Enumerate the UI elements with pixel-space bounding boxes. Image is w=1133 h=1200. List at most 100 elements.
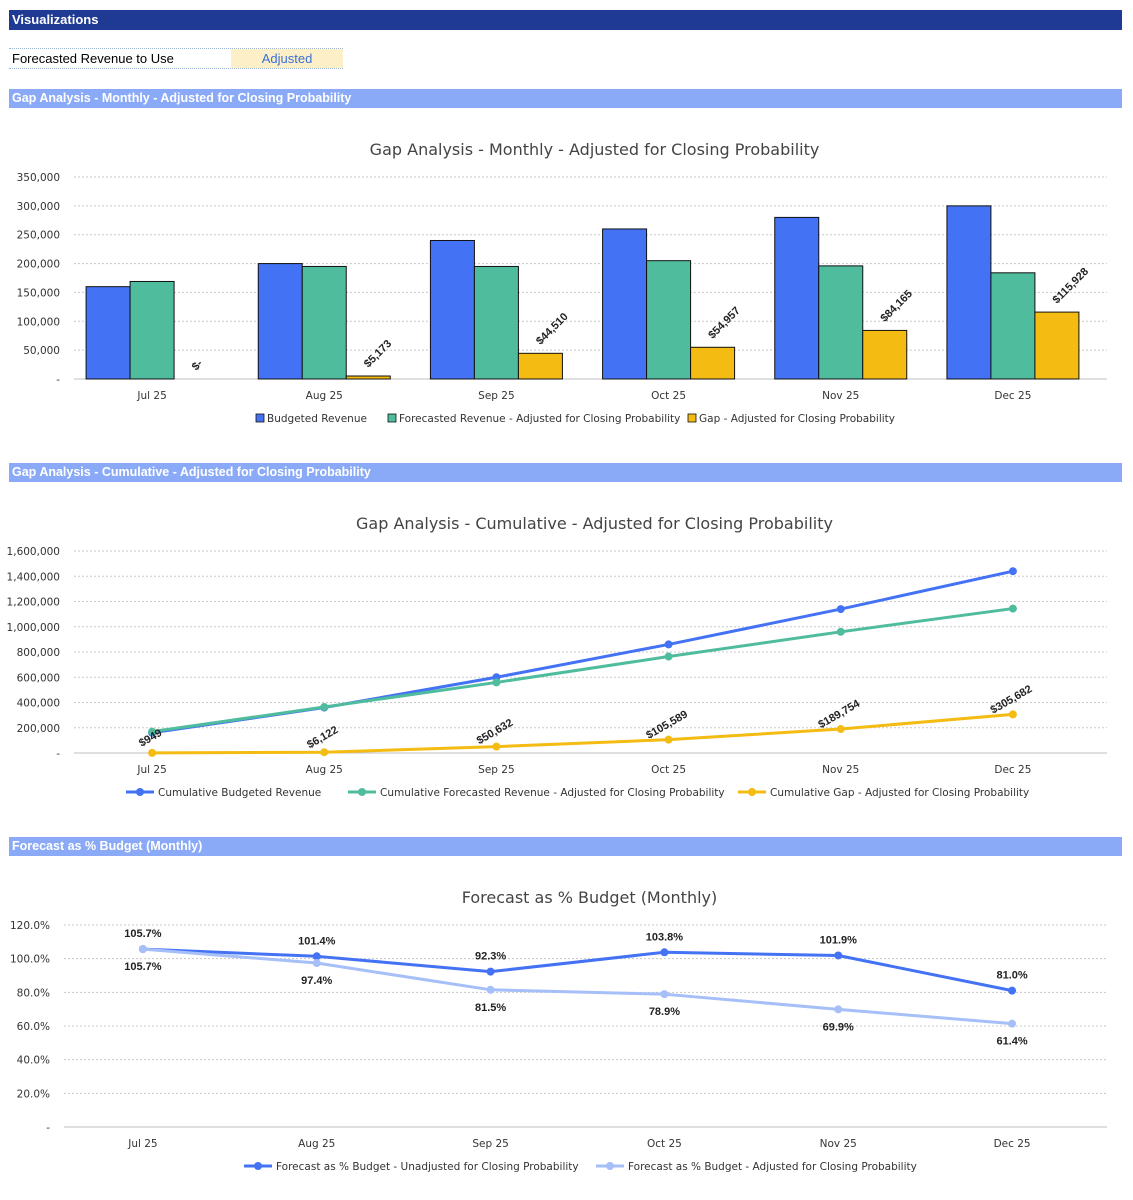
y-tick-label: -: [56, 374, 60, 386]
x-tick-label: Nov 25: [822, 390, 859, 402]
data-label: 92.3%: [475, 951, 506, 963]
bar: [473, 265, 519, 380]
data-label: $949: [137, 727, 164, 750]
series-line: [142, 947, 1013, 993]
data-label: 105.7%: [124, 928, 162, 940]
bar: [257, 263, 303, 380]
bar: [818, 265, 864, 380]
data-point: [492, 742, 501, 751]
y-tick-label: 80.0%: [17, 987, 50, 999]
chart-title: Gap Analysis - Cumulative - Adjusted for…: [356, 514, 833, 533]
legend-marker: [254, 1162, 262, 1170]
data-point: [664, 652, 673, 661]
data-point: [664, 640, 673, 649]
y-tick-label: 40.0%: [17, 1055, 50, 1067]
series-line: [142, 947, 1013, 1026]
legend-swatch: [387, 413, 397, 423]
x-tick-label: Sep 25: [472, 1138, 509, 1150]
x-tick-label: Dec 25: [994, 390, 1031, 402]
data-label: $-: [190, 357, 206, 373]
x-tick-label: Nov 25: [820, 1138, 857, 1150]
bar: [85, 286, 131, 380]
data-point: [312, 952, 321, 961]
data-point: [836, 725, 845, 734]
chart-title: Gap Analysis - Monthly - Adjusted for Cl…: [370, 140, 820, 159]
x-tick-label: Aug 25: [306, 764, 343, 776]
y-tick-label: 100.0%: [10, 954, 50, 966]
bar: [1034, 311, 1080, 380]
series-line: [151, 607, 1014, 734]
data-point: [486, 985, 495, 994]
x-tick-label: Aug 25: [306, 390, 343, 402]
y-tick-label: 1,400,000: [7, 571, 60, 583]
section-header-cumulative: Gap Analysis - Cumulative - Adjusted for…: [9, 463, 1122, 482]
bar: [946, 205, 992, 380]
bar: [602, 228, 648, 380]
data-point: [148, 748, 157, 757]
data-point: [1008, 604, 1017, 613]
legend-label: Cumulative Forecasted Revenue - Adjusted…: [380, 787, 725, 799]
forecast-setting-row: Forecasted Revenue to Use Adjusted: [9, 48, 343, 69]
x-tick-label: Jul 25: [127, 1138, 157, 1150]
legend-swatch: [255, 413, 265, 423]
y-tick-label: 20.0%: [17, 1088, 50, 1100]
data-label: 81.0%: [996, 970, 1027, 982]
bar: [429, 239, 475, 380]
data-label: 105.7%: [124, 961, 162, 973]
cumulative-gap-chart: Gap Analysis - Cumulative - Adjusted for…: [7, 514, 1107, 799]
x-tick-label: Jul 25: [136, 764, 166, 776]
x-tick-label: Oct 25: [651, 390, 686, 402]
y-tick-label: 1,200,000: [7, 597, 60, 609]
legend-marker: [606, 1162, 614, 1170]
x-tick-label: Dec 25: [994, 1138, 1031, 1150]
data-point: [834, 951, 843, 960]
x-tick-label: Oct 25: [651, 764, 686, 776]
bar: [129, 280, 175, 380]
y-tick-label: -: [56, 748, 60, 760]
forecast-setting-value[interactable]: Adjusted: [231, 49, 343, 68]
bar: [690, 346, 736, 380]
series-line: [152, 712, 1014, 755]
data-label: 103.8%: [646, 931, 684, 943]
bar: [990, 272, 1036, 380]
legend-label: Forecast as % Budget - Adjusted for Clos…: [628, 1161, 917, 1173]
data-point: [492, 678, 501, 687]
section-header-percent: Forecast as % Budget (Monthly): [9, 837, 1122, 856]
data-label: 78.9%: [649, 1006, 680, 1018]
x-tick-label: Oct 25: [647, 1138, 682, 1150]
data-point: [1008, 567, 1017, 576]
x-tick-label: Jul 25: [136, 390, 166, 402]
y-tick-label: 250,000: [17, 230, 60, 242]
legend-label: Gap - Adjusted for Closing Probability: [699, 413, 895, 425]
x-tick-label: Sep 25: [478, 764, 515, 776]
chart-title: Forecast as % Budget (Monthly): [462, 888, 717, 907]
bar: [862, 329, 908, 380]
monthly-gap-chart: Gap Analysis - Monthly - Adjusted for Cl…: [17, 140, 1107, 425]
data-label: $44,510: [534, 311, 571, 348]
legend-marker: [358, 788, 366, 796]
data-point: [1008, 1019, 1017, 1028]
y-tick-label: 600,000: [17, 672, 60, 684]
legend-label: Cumulative Budgeted Revenue: [158, 787, 321, 799]
y-tick-label: 50,000: [23, 345, 60, 357]
section-header-monthly: Gap Analysis - Monthly - Adjusted for Cl…: [9, 89, 1122, 108]
forecast-percent-chart: Forecast as % Budget (Monthly) - 20.0% 40.0…: [10, 888, 1107, 1173]
y-tick-label: 800,000: [17, 647, 60, 659]
data-point: [1008, 986, 1017, 995]
legend-swatch: [687, 413, 697, 423]
y-tick-label: 350,000: [17, 172, 60, 184]
bar: [301, 265, 347, 380]
data-label: $54,957: [706, 305, 743, 342]
x-tick-label: Sep 25: [478, 390, 515, 402]
y-tick-label: 100,000: [17, 316, 60, 328]
y-tick-label: 1,600,000: [7, 546, 60, 558]
data-label: 97.4%: [301, 975, 332, 987]
y-tick-label: 120.0%: [10, 920, 50, 932]
data-label: 61.4%: [996, 1036, 1027, 1048]
legend-label: Forecast as % Budget - Unadjusted for Cl…: [276, 1161, 579, 1173]
data-label: 81.5%: [475, 1002, 506, 1014]
data-point: [1008, 710, 1017, 719]
data-point: [312, 959, 321, 968]
data-label: $115,928: [1051, 266, 1092, 307]
legend-label: Cumulative Gap - Adjusted for Closing Pr…: [770, 787, 1029, 799]
